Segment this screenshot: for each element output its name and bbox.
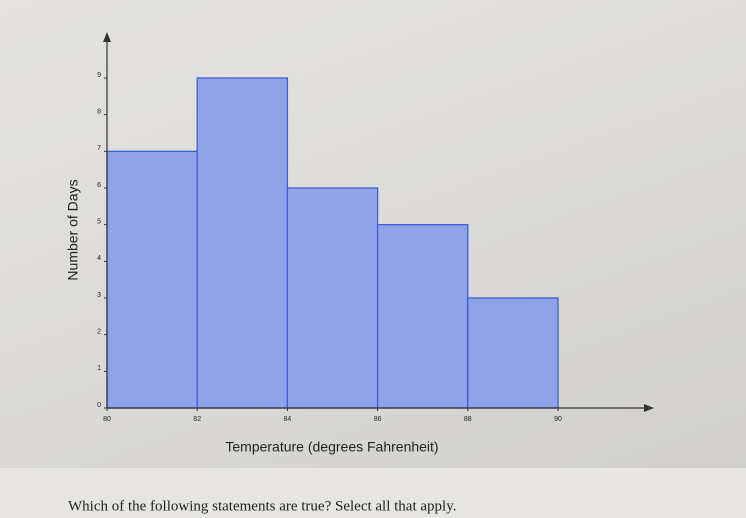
x-tick-label: 86 [374,416,382,423]
y-axis-arrow [103,32,111,42]
x-tick-label: 80 [103,416,111,423]
x-tick-label: 90 [554,416,562,423]
x-axis-label: Temperature (degrees Fahrenheit) [225,439,438,455]
y-tick-label: 7 [97,145,101,152]
y-tick-label: 8 [97,109,101,116]
y-tick-label: 5 [97,219,101,226]
y-tick-label: 3 [97,292,101,299]
y-tick-label: 2 [97,329,101,336]
question-text: Which of the following statements are tr… [68,498,456,514]
x-axis-arrow [644,404,654,412]
x-tick-label: 84 [284,416,292,423]
question-panel [0,468,746,518]
bar [106,150,198,409]
y-axis-label: Number of Days [65,179,81,280]
y-tick-label: 6 [97,182,101,189]
y-tick-label: 0 [97,402,101,409]
bar [196,77,289,409]
x-tick-label: 82 [193,416,201,423]
bar [376,224,469,409]
x-tick-label: 88 [464,416,472,423]
bar [467,297,559,409]
y-tick-label: 4 [97,255,101,262]
y-tick-label: 1 [97,365,101,372]
bar [286,187,379,409]
y-tick-label: 9 [97,72,101,79]
